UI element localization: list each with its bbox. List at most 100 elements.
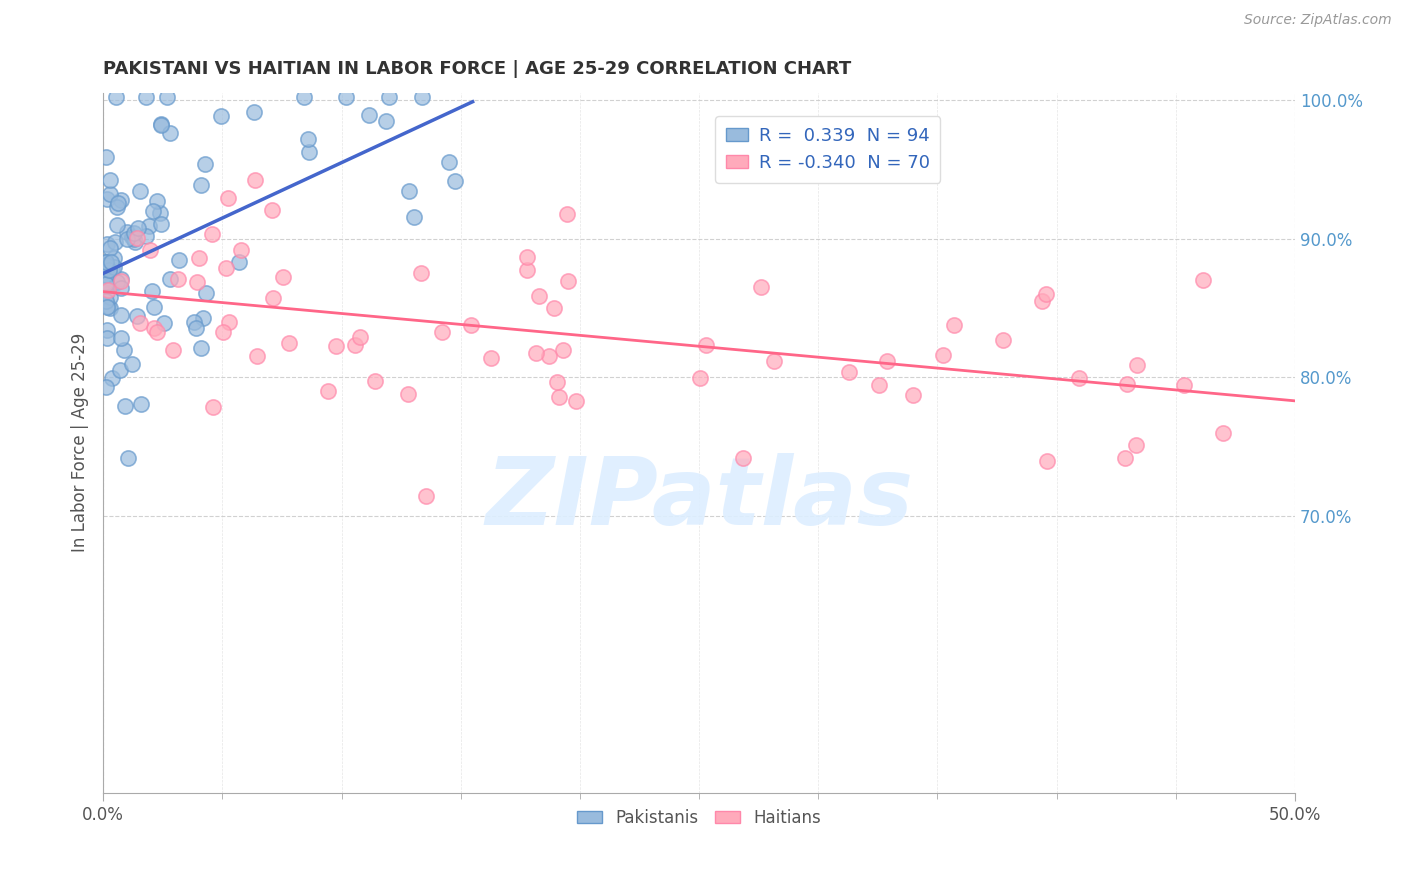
Haitians (868, 378, 890, 392)
Haitians (689, 371, 711, 385)
Pakistanis (94, 150, 117, 164)
Pakistanis (96, 331, 118, 345)
Haitians (731, 450, 754, 465)
Pakistanis (186, 320, 208, 334)
Haitians (186, 276, 208, 290)
Pakistanis (209, 109, 232, 123)
Pakistanis (190, 341, 212, 355)
Haitians (460, 318, 482, 332)
Haitians (271, 270, 294, 285)
Haitians (903, 388, 925, 402)
Pakistanis (124, 235, 146, 250)
Pakistanis (96, 260, 118, 275)
Pakistanis (142, 300, 165, 314)
Pakistanis (228, 254, 250, 268)
Haitians (432, 326, 454, 340)
Haitians (527, 289, 550, 303)
Haitians (749, 280, 772, 294)
Haitians (1173, 377, 1195, 392)
Haitians (343, 338, 366, 352)
Pakistanis (110, 331, 132, 345)
Haitians (396, 387, 419, 401)
Haitians (1125, 359, 1147, 373)
Pakistanis (437, 154, 460, 169)
Pakistanis (101, 371, 124, 385)
Haitians (316, 384, 339, 398)
Pakistanis (183, 315, 205, 329)
Pakistanis (94, 294, 117, 309)
Haitians (932, 348, 955, 362)
Haitians (125, 231, 148, 245)
Pakistanis (141, 284, 163, 298)
Haitians (1115, 376, 1137, 391)
Pakistanis (103, 260, 125, 275)
Pakistanis (96, 285, 118, 299)
Pakistanis (96, 255, 118, 269)
Haitians (364, 374, 387, 388)
Pakistanis (335, 90, 357, 104)
Haitians (991, 333, 1014, 347)
Pakistanis (167, 252, 190, 267)
Pakistanis (96, 300, 118, 314)
Haitians (138, 243, 160, 257)
Haitians (218, 315, 240, 329)
Pakistanis (110, 272, 132, 286)
Pakistanis (114, 400, 136, 414)
Pakistanis (94, 255, 117, 269)
Pakistanis (98, 301, 121, 315)
Text: ZIPatlas: ZIPatlas (485, 453, 912, 545)
Pakistanis (398, 184, 420, 198)
Pakistanis (121, 357, 143, 371)
Haitians (415, 489, 437, 503)
Pakistanis (402, 210, 425, 224)
Haitians (246, 349, 269, 363)
Haitians (229, 243, 252, 257)
Haitians (543, 301, 565, 315)
Pakistanis (105, 218, 128, 232)
Haitians (1035, 286, 1057, 301)
Haitians (1031, 294, 1053, 309)
Pakistanis (98, 173, 121, 187)
Pakistanis (149, 118, 172, 132)
Haitians (547, 390, 569, 404)
Pakistanis (105, 200, 128, 214)
Pakistanis (105, 90, 128, 104)
Haitians (212, 325, 235, 339)
Haitians (763, 354, 786, 368)
Pakistanis (150, 217, 173, 231)
Pakistanis (190, 178, 212, 193)
Text: PAKISTANI VS HAITIAN IN LABOR FORCE | AGE 25-29 CORRELATION CHART: PAKISTANI VS HAITIAN IN LABOR FORCE | AG… (103, 60, 852, 78)
Pakistanis (94, 287, 117, 301)
Haitians (411, 266, 433, 280)
Pakistanis (117, 451, 139, 466)
Pakistanis (193, 310, 215, 325)
Pakistanis (194, 156, 217, 170)
Pakistanis (97, 263, 120, 277)
Haitians (262, 203, 284, 218)
Haitians (325, 339, 347, 353)
Pakistanis (138, 219, 160, 233)
Pakistanis (378, 90, 401, 104)
Haitians (200, 227, 222, 241)
Haitians (97, 283, 120, 297)
Haitians (479, 351, 502, 365)
Haitians (524, 345, 547, 359)
Pakistanis (112, 343, 135, 357)
Pakistanis (127, 309, 149, 323)
Pakistanis (297, 132, 319, 146)
Pakistanis (298, 145, 321, 160)
Pakistanis (411, 90, 433, 104)
Pakistanis (94, 254, 117, 268)
Haitians (145, 326, 167, 340)
Haitians (555, 207, 578, 221)
Pakistanis (96, 192, 118, 206)
Pakistanis (97, 300, 120, 314)
Haitians (1114, 451, 1136, 466)
Haitians (277, 335, 299, 350)
Haitians (942, 318, 965, 332)
Haitians (538, 349, 561, 363)
Pakistanis (292, 90, 315, 104)
Haitians (262, 291, 284, 305)
Pakistanis (242, 105, 264, 120)
Haitians (516, 250, 538, 264)
